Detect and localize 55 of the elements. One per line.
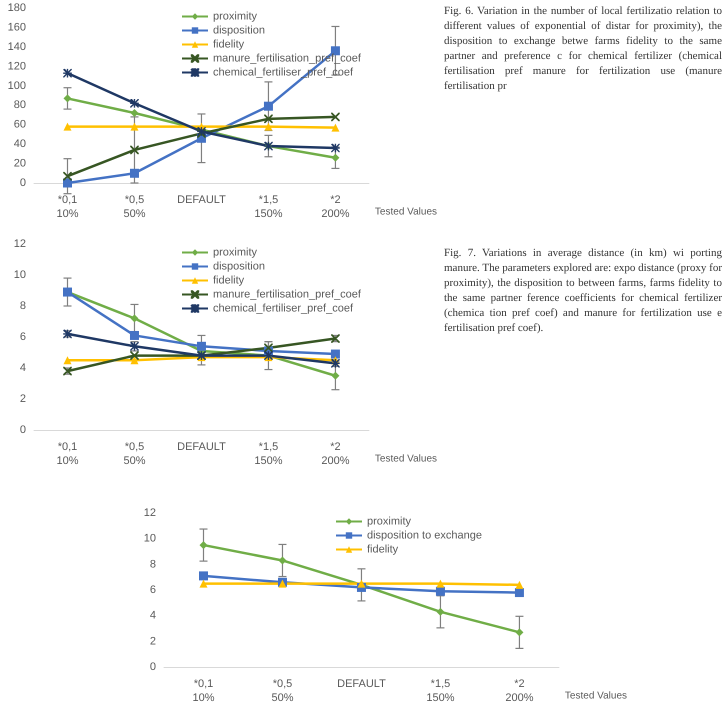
y-tick-label: 60 [14, 118, 26, 131]
x-axis-title: Tested Values [564, 690, 628, 702]
x-axis-title: Tested Values [374, 454, 438, 464]
x-tick-label: *0,1 10% [192, 678, 215, 704]
y-tick-label: 4 [150, 610, 156, 622]
legend-label: fidelity [367, 544, 399, 556]
legend-label: proximity [213, 10, 258, 22]
caption: Fig. 7. Variations in average distance (in km) wi porting manure. The parameters explored are: expo distance (proxy for proximity), the disposition to between farms, farms fidelity to the same partner ference coefficients for chemical fertilizer (chemica tion pref coef) and manure for fertilization use e fertilisation pref coef). [444, 246, 722, 336]
y-tick-label: 100 [8, 80, 26, 92]
x-axis-title: Tested Values [374, 206, 438, 218]
x-tick-label: *1,5 150% [426, 678, 455, 704]
legend-label: proximity [213, 246, 258, 258]
y-tick-label: 10 [14, 269, 26, 281]
y-tick-label: 0 [20, 177, 26, 189]
x-tick-label: *1,5 150% [254, 194, 283, 220]
y-tick-label: 80 [14, 99, 26, 112]
y-tick-label: 180 [8, 2, 26, 14]
x-tick-label: *0,5 50% [123, 194, 146, 220]
y-tick-label: 40 [14, 138, 26, 150]
y-tick-label: 140 [8, 40, 26, 53]
y-tick-label: 0 [20, 424, 26, 436]
x-tick-label: *0,1 10% [56, 194, 79, 220]
legend-label: manure_fertilisation_pref_coef [213, 288, 362, 300]
y-tick-label: 12 [144, 507, 156, 519]
y-tick-label: 6 [150, 584, 156, 596]
y-tick-label: 0 [150, 661, 156, 673]
x-tick-label: *2 200% [505, 678, 534, 704]
legend-label: fidelity [213, 38, 245, 50]
y-tick-label: 8 [150, 558, 156, 570]
legend-label: chemical_fertiliser_pref_coef [213, 302, 354, 314]
x-tick-label: DEFAULT [177, 194, 226, 206]
x-tick-label: *2 200% [321, 441, 350, 467]
legend-label: disposition [213, 260, 265, 272]
x-tick-label: DEFAULT [177, 441, 226, 453]
x-tick-label: DEFAULT [337, 678, 386, 690]
y-tick-label: 160 [8, 21, 26, 34]
legend-label: disposition [213, 24, 265, 36]
legend-label: proximity [367, 516, 412, 528]
y-tick-label: 8 [20, 300, 26, 312]
y-tick-label: 12 [14, 238, 26, 250]
x-tick-label: *0,5 50% [123, 441, 146, 467]
x-tick-label: *0,5 50% [271, 678, 294, 704]
legend-label: fidelity [213, 274, 245, 286]
y-tick-label: 120 [8, 60, 26, 72]
y-tick-label: 10 [144, 532, 156, 545]
x-tick-label: *2 200% [321, 194, 350, 220]
caption: Fig. 6. Variation in the number of local fertilizatio relation to different values of exponential of distar for proximity), the disposition to exchange betwe farms fidelity to the same partner and preference c for chemical fertilizer (chemical fertilisation pref manure for fertilization use (manure fertilisation pr [444, 4, 722, 94]
y-tick-label: 2 [150, 635, 156, 648]
y-tick-label: 2 [20, 393, 26, 405]
x-tick-label: *0,1 10% [56, 441, 79, 467]
x-tick-label: *1,5 150% [254, 441, 283, 467]
y-tick-label: 6 [20, 331, 26, 343]
y-tick-label: 4 [20, 362, 26, 374]
y-tick-label: 20 [14, 158, 26, 170]
legend-label: disposition to exchange [367, 530, 482, 542]
